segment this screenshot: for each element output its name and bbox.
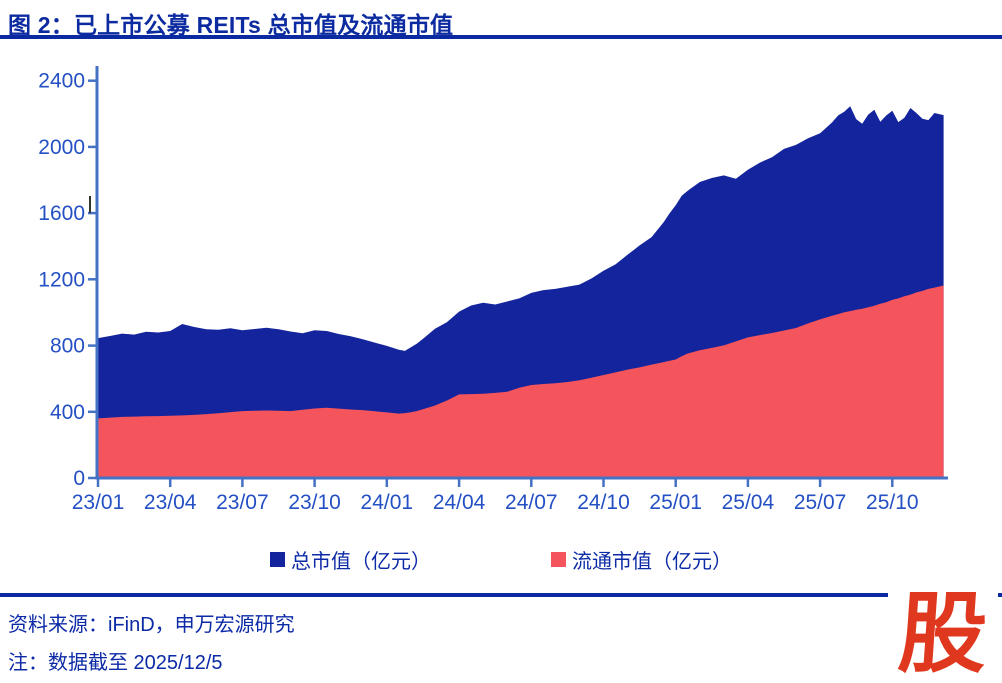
x-tick-label: 23/01: [72, 491, 125, 514]
y-tick-label: 800: [50, 335, 85, 358]
chart-legend: 总市值（亿元） 流通市值（亿元）: [0, 545, 1002, 574]
legend-label-circulating: 流通市值（亿元）: [572, 550, 732, 573]
x-tick-label: 25/04: [722, 491, 775, 514]
x-tick-label: 23/07: [216, 491, 269, 514]
note-text: 注：数据截至 2025/12/5: [8, 652, 223, 674]
page-title: 图 2：已上市公募 REITs 总市值及流通市值: [8, 12, 454, 38]
x-tick-label: 25/10: [866, 491, 919, 514]
y-tick-label: 2400: [38, 70, 85, 93]
y-tick-label: 0: [73, 467, 85, 490]
x-tick-label: 23/04: [144, 491, 197, 514]
x-tick-label: 24/10: [577, 491, 630, 514]
circulating-swatch-icon: [551, 551, 566, 567]
stray-text-cursor: [89, 196, 91, 213]
y-tick-label: 1200: [38, 268, 85, 291]
x-tick-label: 24/07: [505, 491, 558, 514]
y-tick-label: 1600: [38, 202, 85, 225]
source-text: 资料来源：iFinD，申万宏源研究: [8, 614, 295, 636]
legend-label-total: 总市值（亿元）: [291, 550, 431, 573]
x-tick-label: 25/07: [794, 491, 847, 514]
circulating-market-value-area: [98, 285, 944, 478]
legend-item-total: 总市值（亿元）: [270, 545, 431, 574]
brand-logo: 股: [888, 584, 998, 683]
title-underline: [0, 35, 1002, 39]
footer-divider: [0, 593, 1002, 597]
x-tick-label: 24/04: [433, 491, 486, 514]
x-tick-label: 23/10: [288, 491, 341, 514]
x-tick-label: 25/01: [649, 491, 702, 514]
logo-gu-glyph: 股: [895, 584, 991, 683]
chart-area: 0 400 800 1200 1600 2000 2400 23/01 23/04 23/07 23…: [38, 66, 948, 514]
x-tick-label: 24/01: [361, 491, 414, 514]
y-tick-label: 400: [50, 401, 85, 424]
total-swatch-icon: [270, 551, 285, 567]
y-tick-label: 2000: [38, 136, 85, 159]
legend-item-circulating: 流通市值（亿元）: [551, 545, 732, 574]
